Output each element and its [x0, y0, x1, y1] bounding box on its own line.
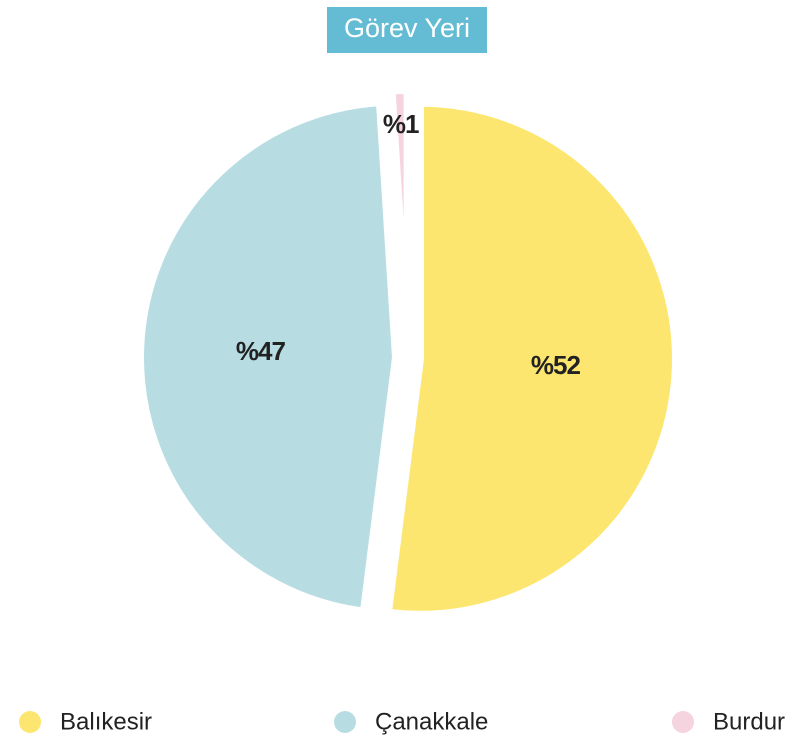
- legend-dot: [334, 711, 356, 733]
- slice-label: %1: [383, 109, 419, 139]
- pie-slice: [387, 86, 412, 351]
- legend-dot: [672, 711, 694, 733]
- legend-label: Balıkesir: [60, 708, 152, 735]
- chart-title: Görev Yeri: [344, 13, 470, 43]
- title-box: [327, 7, 487, 53]
- pie-slice: [136, 98, 401, 616]
- slice-label: %52: [531, 350, 581, 380]
- legend-dot: [19, 711, 41, 733]
- legend-label: Çanakkale: [375, 708, 488, 735]
- pie-slice: [383, 98, 680, 619]
- legend-label: Burdur: [713, 708, 785, 735]
- slice-label: %47: [236, 336, 286, 366]
